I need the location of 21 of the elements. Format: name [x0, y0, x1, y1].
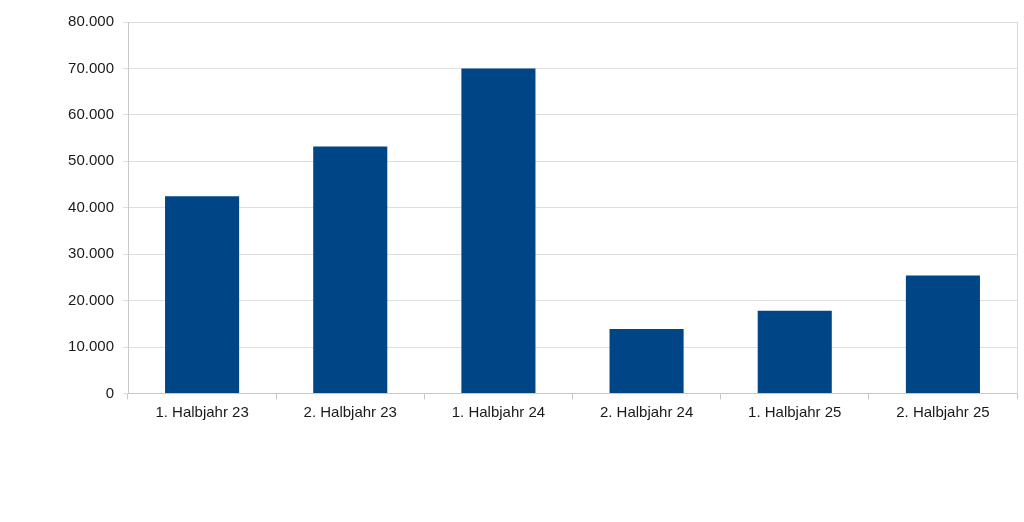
x-tick-label: 2. Halbjahr 25: [896, 402, 990, 420]
y-tick-label: 10.000: [68, 337, 114, 355]
y-tick-label: 80.000: [68, 12, 114, 30]
bar: [313, 146, 388, 393]
y-tick-label: 30.000: [68, 244, 114, 262]
bar: [165, 196, 240, 393]
x-tick-label: 2. Halbjahr 23: [303, 402, 397, 420]
y-tick-label: 60.000: [68, 105, 114, 123]
x-tick-label: 1. Halbjahr 23: [155, 402, 249, 420]
y-tick-label: 20.000: [68, 290, 114, 308]
y-tick-label: 70.000: [68, 58, 114, 76]
y-tick-label: 40.000: [68, 197, 114, 215]
bar: [609, 328, 684, 393]
x-tick-label: 1. Halbjahr 24: [451, 402, 546, 420]
y-tick-label: 0: [105, 383, 114, 401]
x-tick-label: 1. Halbjahr 25: [748, 402, 842, 420]
y-tick-label: 50.000: [68, 151, 114, 169]
bar: [757, 310, 832, 393]
x-tick-label: 2. Halbjahr 24: [599, 402, 694, 420]
bar: [461, 68, 536, 393]
bar: [905, 275, 980, 393]
